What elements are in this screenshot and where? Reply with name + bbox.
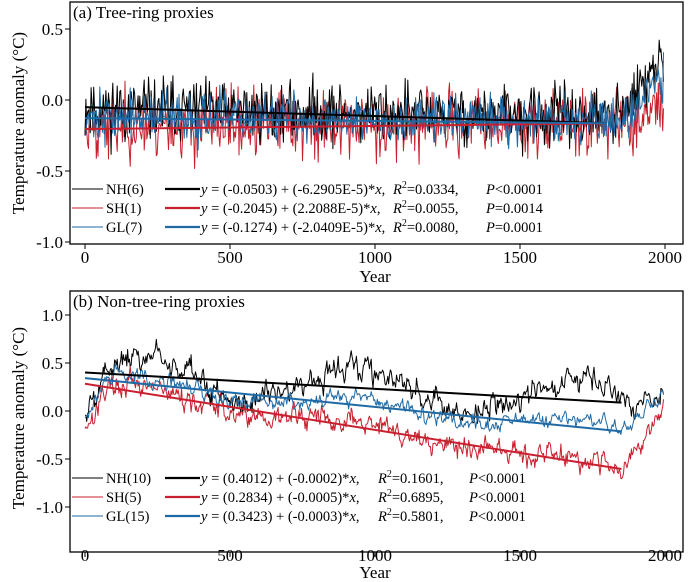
legend-label: SH(1) <box>106 201 142 217</box>
trend-line-nh10 <box>84 371 622 404</box>
legend-p-value: P=0.0014 <box>485 201 544 217</box>
x-tick-label: 2000 <box>648 546 682 565</box>
panel-a-trends <box>84 106 608 131</box>
y-tick-label: -1.0 <box>36 233 63 252</box>
panel-b-trends <box>84 371 622 471</box>
panel-b-x-ticks: 0 500 1000 1500 2000 <box>81 546 682 565</box>
panel-a-frame <box>69 1 684 245</box>
legend-equation: y = (0.3423) + (-0.0003)*x, <box>199 509 360 525</box>
legend-entry: NH(6) y = (-0.0503) + (-6.2905E-5)*x, R2=0… <box>72 180 543 198</box>
panel-b-frame <box>69 290 684 553</box>
panel-b-legend: NH(10) y = (0.4012) + (-0.0002)*x, R2=0.16… <box>72 469 526 525</box>
x-tick-label: 1000 <box>358 546 392 565</box>
panel-a-series <box>84 39 664 170</box>
series-line-nh10 <box>84 338 664 424</box>
trend-line-gl7 <box>84 117 608 125</box>
trend-line-nh6 <box>84 106 608 125</box>
x-tick-label: 1000 <box>358 248 392 267</box>
y-tick-label: 0.5 <box>42 20 63 39</box>
y-tick-label: -0.5 <box>36 450 63 469</box>
panel-a-x-ticks: 0 500 1000 1500 2000 <box>81 244 682 267</box>
y-tick-label: 0.0 <box>42 91 63 110</box>
legend-equation: y = (0.4012) + (-0.0002)*x, <box>199 471 360 487</box>
legend-p-value: P=0.0001 <box>485 220 543 236</box>
legend-equation: y = (-0.2045) + (2.2088E-5)*x, <box>199 201 380 217</box>
y-tick-label: -1.0 <box>36 498 63 517</box>
legend-r2: R2=0.1601, <box>377 469 444 487</box>
panel-a-title: (a) Tree-ring proxies <box>73 3 214 22</box>
legend-label: NH(10) <box>106 471 151 487</box>
y-tick-label: 1.0 <box>42 306 63 325</box>
panel-b: (b) Non-tree-ring proxies 1.0 0.5 0.0 -0.5 -… <box>9 290 684 582</box>
panel-b-x-axis-title: Year <box>359 563 391 582</box>
legend-p-value: P<0.0001 <box>485 182 543 198</box>
trend-line-sh1 <box>84 122 608 131</box>
panel-b-title: (b) Non-tree-ring proxies <box>73 292 245 311</box>
panel-a-y-axis-title: Temperature anomaly (°C) <box>9 32 28 214</box>
trend-line-sh5 <box>84 382 622 471</box>
panel-a-x-axis-title: Year <box>359 267 391 286</box>
legend-r2: R2=0.0334, <box>392 180 459 198</box>
legend-entry: SH(5) y = (0.2834) + (-0.0005)*x, R2=0.689… <box>72 488 526 506</box>
panel-b-series <box>84 338 664 480</box>
panel-a-legend: NH(6) y = (-0.0503) + (-6.2905E-5)*x, R2=0… <box>72 180 544 236</box>
x-tick-label: 1500 <box>503 546 537 565</box>
legend-entry: SH(1) y = (-0.2045) + (2.2088E-5)*x, R2=0.… <box>72 199 544 217</box>
legend-label: NH(6) <box>106 182 144 198</box>
legend-equation: y = (-0.1274) + (-2.0409E-5)*x, <box>199 220 385 236</box>
x-tick-label: 0 <box>81 248 90 267</box>
panel-a-y-ticks: 0.5 0.0 -0.5 -1.0 <box>36 20 70 252</box>
legend-entry: GL(15) y = (0.3423) + (-0.0003)*x, R2=0.58… <box>72 507 526 525</box>
legend-label: SH(5) <box>106 490 142 506</box>
legend-label: GL(15) <box>106 509 150 525</box>
series-line-sh5 <box>84 365 664 480</box>
x-tick-label: 1500 <box>503 248 537 267</box>
legend-equation: y = (0.2834) + (-0.0005)*x, <box>199 490 360 506</box>
x-tick-label: 500 <box>217 248 243 267</box>
panel-a: (a) Tree-ring proxies 0.5 0.0 -0.5 -1.0 0 50… <box>9 1 684 286</box>
legend-r2: R2=0.0055, <box>392 199 459 217</box>
series-line-nh6 <box>84 39 664 157</box>
panel-b-y-axis-title: Temperature anomaly (°C) <box>9 327 28 509</box>
legend-p-value: P<0.0001 <box>468 471 526 487</box>
legend-entry: GL(7) y = (-0.1274) + (-2.0409E-5)*x, R2=0… <box>72 218 543 236</box>
x-tick-label: 0 <box>81 546 90 565</box>
legend-entry: NH(10) y = (0.4012) + (-0.0002)*x, R2=0.16… <box>72 469 526 487</box>
legend-r2: R2=0.0080, <box>392 218 459 236</box>
panel-b-y-ticks: 1.0 0.5 0.0 -0.5 -1.0 <box>36 306 70 517</box>
x-tick-label: 2000 <box>648 248 682 267</box>
legend-equation: y = (-0.0503) + (-6.2905E-5)*x, <box>199 182 385 198</box>
series-line-gl15 <box>84 363 664 435</box>
legend-r2: R2=0.6895, <box>377 488 444 506</box>
legend-label: GL(7) <box>106 220 142 236</box>
legend-p-value: P<0.0001 <box>468 509 526 525</box>
trend-line-gl15 <box>84 377 622 433</box>
x-tick-label: 500 <box>217 546 243 565</box>
y-tick-label: -0.5 <box>36 162 63 181</box>
y-tick-label: 0.5 <box>42 354 63 373</box>
legend-r2: R2=0.5801, <box>377 507 444 525</box>
y-tick-label: 0.0 <box>42 402 63 421</box>
legend-p-value: P<0.0001 <box>468 490 526 506</box>
